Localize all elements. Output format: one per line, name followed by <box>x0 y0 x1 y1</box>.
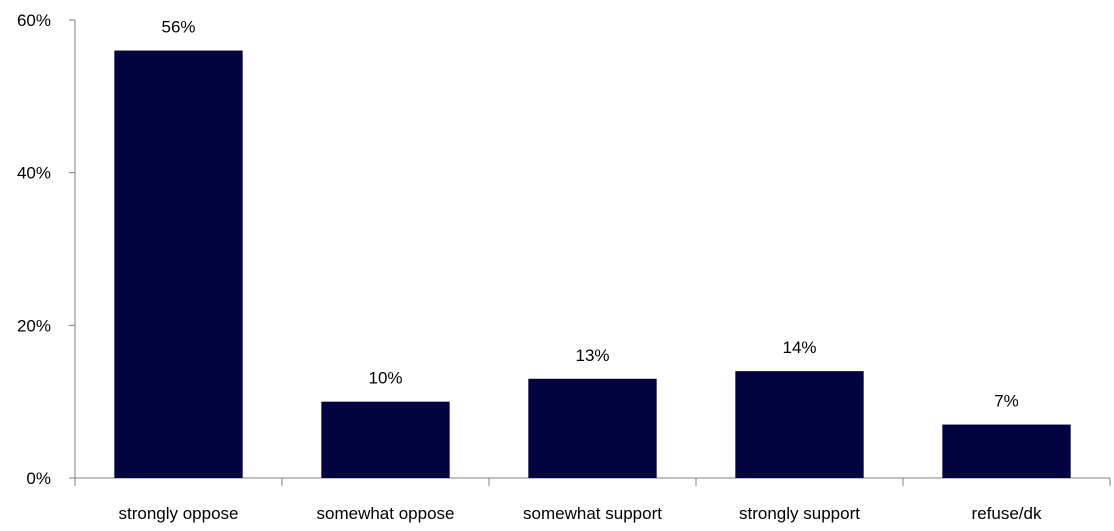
y-tick-label: 20% <box>17 316 51 335</box>
data-label: 10% <box>368 369 402 388</box>
data-label: 14% <box>782 338 816 357</box>
category-label: refuse/dk <box>972 504 1042 523</box>
category-label: strongly support <box>739 504 860 523</box>
y-tick-label: 40% <box>17 164 51 183</box>
bar <box>321 401 450 478</box>
bar <box>528 378 657 478</box>
y-axis: 0% 20% 40% 60% <box>17 11 76 488</box>
bars <box>114 50 1071 479</box>
data-label: 7% <box>994 392 1019 411</box>
category-label: somewhat oppose <box>317 504 455 523</box>
bar <box>735 371 864 478</box>
x-axis: strongly oppose somewhat oppose somewhat s… <box>74 477 1111 523</box>
category-label: somewhat support <box>523 504 662 523</box>
bar <box>942 424 1071 478</box>
y-tick-label: 0% <box>26 469 51 488</box>
data-label: 13% <box>575 346 609 365</box>
data-label: 56% <box>161 18 195 37</box>
y-tick-label: 60% <box>17 11 51 30</box>
category-label: strongly oppose <box>118 504 238 523</box>
bar <box>114 50 243 479</box>
data-labels: 56% 10% 13% 14% 7% <box>161 18 1018 411</box>
